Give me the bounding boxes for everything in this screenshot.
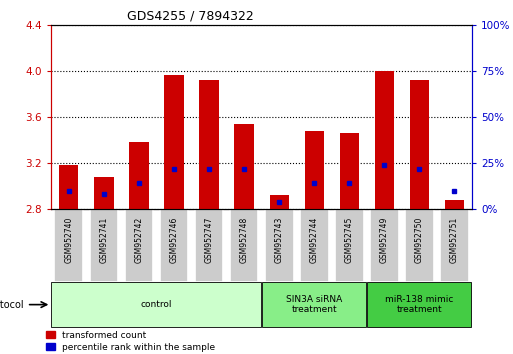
Text: GSM952748: GSM952748 [240, 216, 249, 263]
FancyBboxPatch shape [370, 209, 399, 281]
Bar [164, 75, 184, 209]
Text: GSM952751: GSM952751 [450, 216, 459, 263]
Bar [305, 131, 324, 209]
Bar [445, 200, 464, 209]
Bar [129, 142, 149, 209]
FancyBboxPatch shape [262, 282, 366, 327]
Text: GSM952747: GSM952747 [205, 216, 213, 263]
Text: GSM952741: GSM952741 [100, 216, 108, 263]
FancyBboxPatch shape [300, 209, 329, 281]
FancyBboxPatch shape [51, 282, 261, 327]
Text: GSM952742: GSM952742 [134, 216, 144, 263]
Bar [410, 80, 429, 209]
Bar [374, 71, 394, 209]
Text: protocol: protocol [0, 299, 23, 310]
Bar [200, 80, 219, 209]
Text: GSM952740: GSM952740 [64, 216, 73, 263]
FancyBboxPatch shape [194, 209, 224, 281]
Text: GSM952744: GSM952744 [310, 216, 319, 263]
Text: GSM952743: GSM952743 [274, 216, 284, 263]
Bar [59, 165, 78, 209]
FancyBboxPatch shape [405, 209, 434, 281]
Text: GSM952750: GSM952750 [415, 216, 424, 263]
FancyBboxPatch shape [265, 209, 293, 281]
Legend: transformed count, percentile rank within the sample: transformed count, percentile rank withi… [46, 331, 215, 352]
FancyBboxPatch shape [160, 209, 188, 281]
FancyBboxPatch shape [230, 209, 259, 281]
FancyBboxPatch shape [367, 282, 471, 327]
Bar [94, 177, 113, 209]
Text: GSM952745: GSM952745 [345, 216, 354, 263]
Text: miR-138 mimic
treatment: miR-138 mimic treatment [385, 295, 453, 314]
Text: GSM952746: GSM952746 [169, 216, 179, 263]
Text: GSM952749: GSM952749 [380, 216, 389, 263]
Bar [234, 124, 254, 209]
Text: control: control [141, 300, 172, 309]
FancyBboxPatch shape [335, 209, 364, 281]
Bar [269, 195, 289, 209]
Text: GDS4255 / 7894322: GDS4255 / 7894322 [127, 9, 254, 22]
FancyBboxPatch shape [89, 209, 119, 281]
FancyBboxPatch shape [440, 209, 469, 281]
Bar [340, 133, 359, 209]
FancyBboxPatch shape [54, 209, 83, 281]
Text: SIN3A siRNA
treatment: SIN3A siRNA treatment [286, 295, 342, 314]
FancyBboxPatch shape [125, 209, 153, 281]
